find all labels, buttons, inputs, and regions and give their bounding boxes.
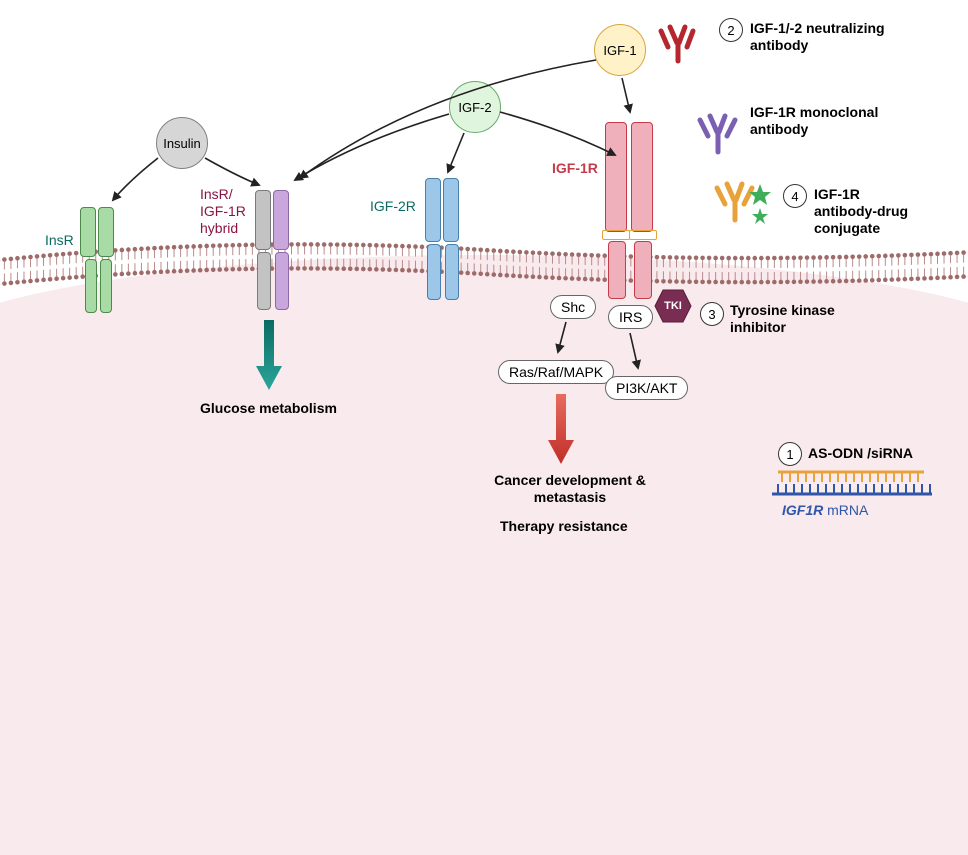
t3-label: Tyrosine kinase inhibitor xyxy=(730,302,835,336)
hybrid-l2: IGF-1R xyxy=(200,203,246,219)
tki-text: TKI xyxy=(664,300,682,312)
num-2: 2 xyxy=(719,18,743,42)
antibody-purple-icon xyxy=(693,112,743,165)
box-akt: PI3K/AKT xyxy=(605,376,688,400)
t2-label: IGF-1/-2 neutralizing antibody xyxy=(750,20,885,54)
tki-hexagon: TKI xyxy=(654,289,692,323)
num-4: 4 xyxy=(783,184,807,208)
num-1: 1 xyxy=(778,442,802,466)
arrow-cancer xyxy=(544,394,578,466)
num-3: 3 xyxy=(700,302,724,326)
t1-label: AS-ODN /siRNA xyxy=(808,445,913,462)
antibody-orange-adc-icon xyxy=(710,178,774,235)
t4-label: IGF-1R antibody-drug conjugate xyxy=(814,186,908,236)
box-mapk: Ras/Raf/MAPK xyxy=(498,360,614,384)
igf2r-label: IGF-2R xyxy=(370,198,416,215)
therapy-label: Therapy resistance xyxy=(500,518,628,535)
box-shc: Shc xyxy=(550,295,596,319)
box-irs: IRS xyxy=(608,305,653,329)
hybrid-label: InsR/ IGF-1R hybrid xyxy=(200,186,246,236)
antibody-red-icon xyxy=(655,23,701,74)
t5-label: IGF-1R monoclonal antibody xyxy=(750,104,878,138)
igf1r-label: IGF-1R xyxy=(552,160,598,177)
hybrid-l1: InsR/ xyxy=(200,186,233,202)
gm-label: Glucose metabolism xyxy=(200,400,337,417)
cancer-label: Cancer development & metastasis xyxy=(480,472,660,506)
mrna-suffix: mRNA xyxy=(823,502,868,518)
mrna-gene: IGF1R xyxy=(782,502,823,518)
mrna-label: IGF1R mRNA xyxy=(782,502,868,519)
insr-label: InsR xyxy=(45,232,74,249)
hybrid-l3: hybrid xyxy=(200,220,238,236)
arrow-glucose xyxy=(252,320,286,392)
